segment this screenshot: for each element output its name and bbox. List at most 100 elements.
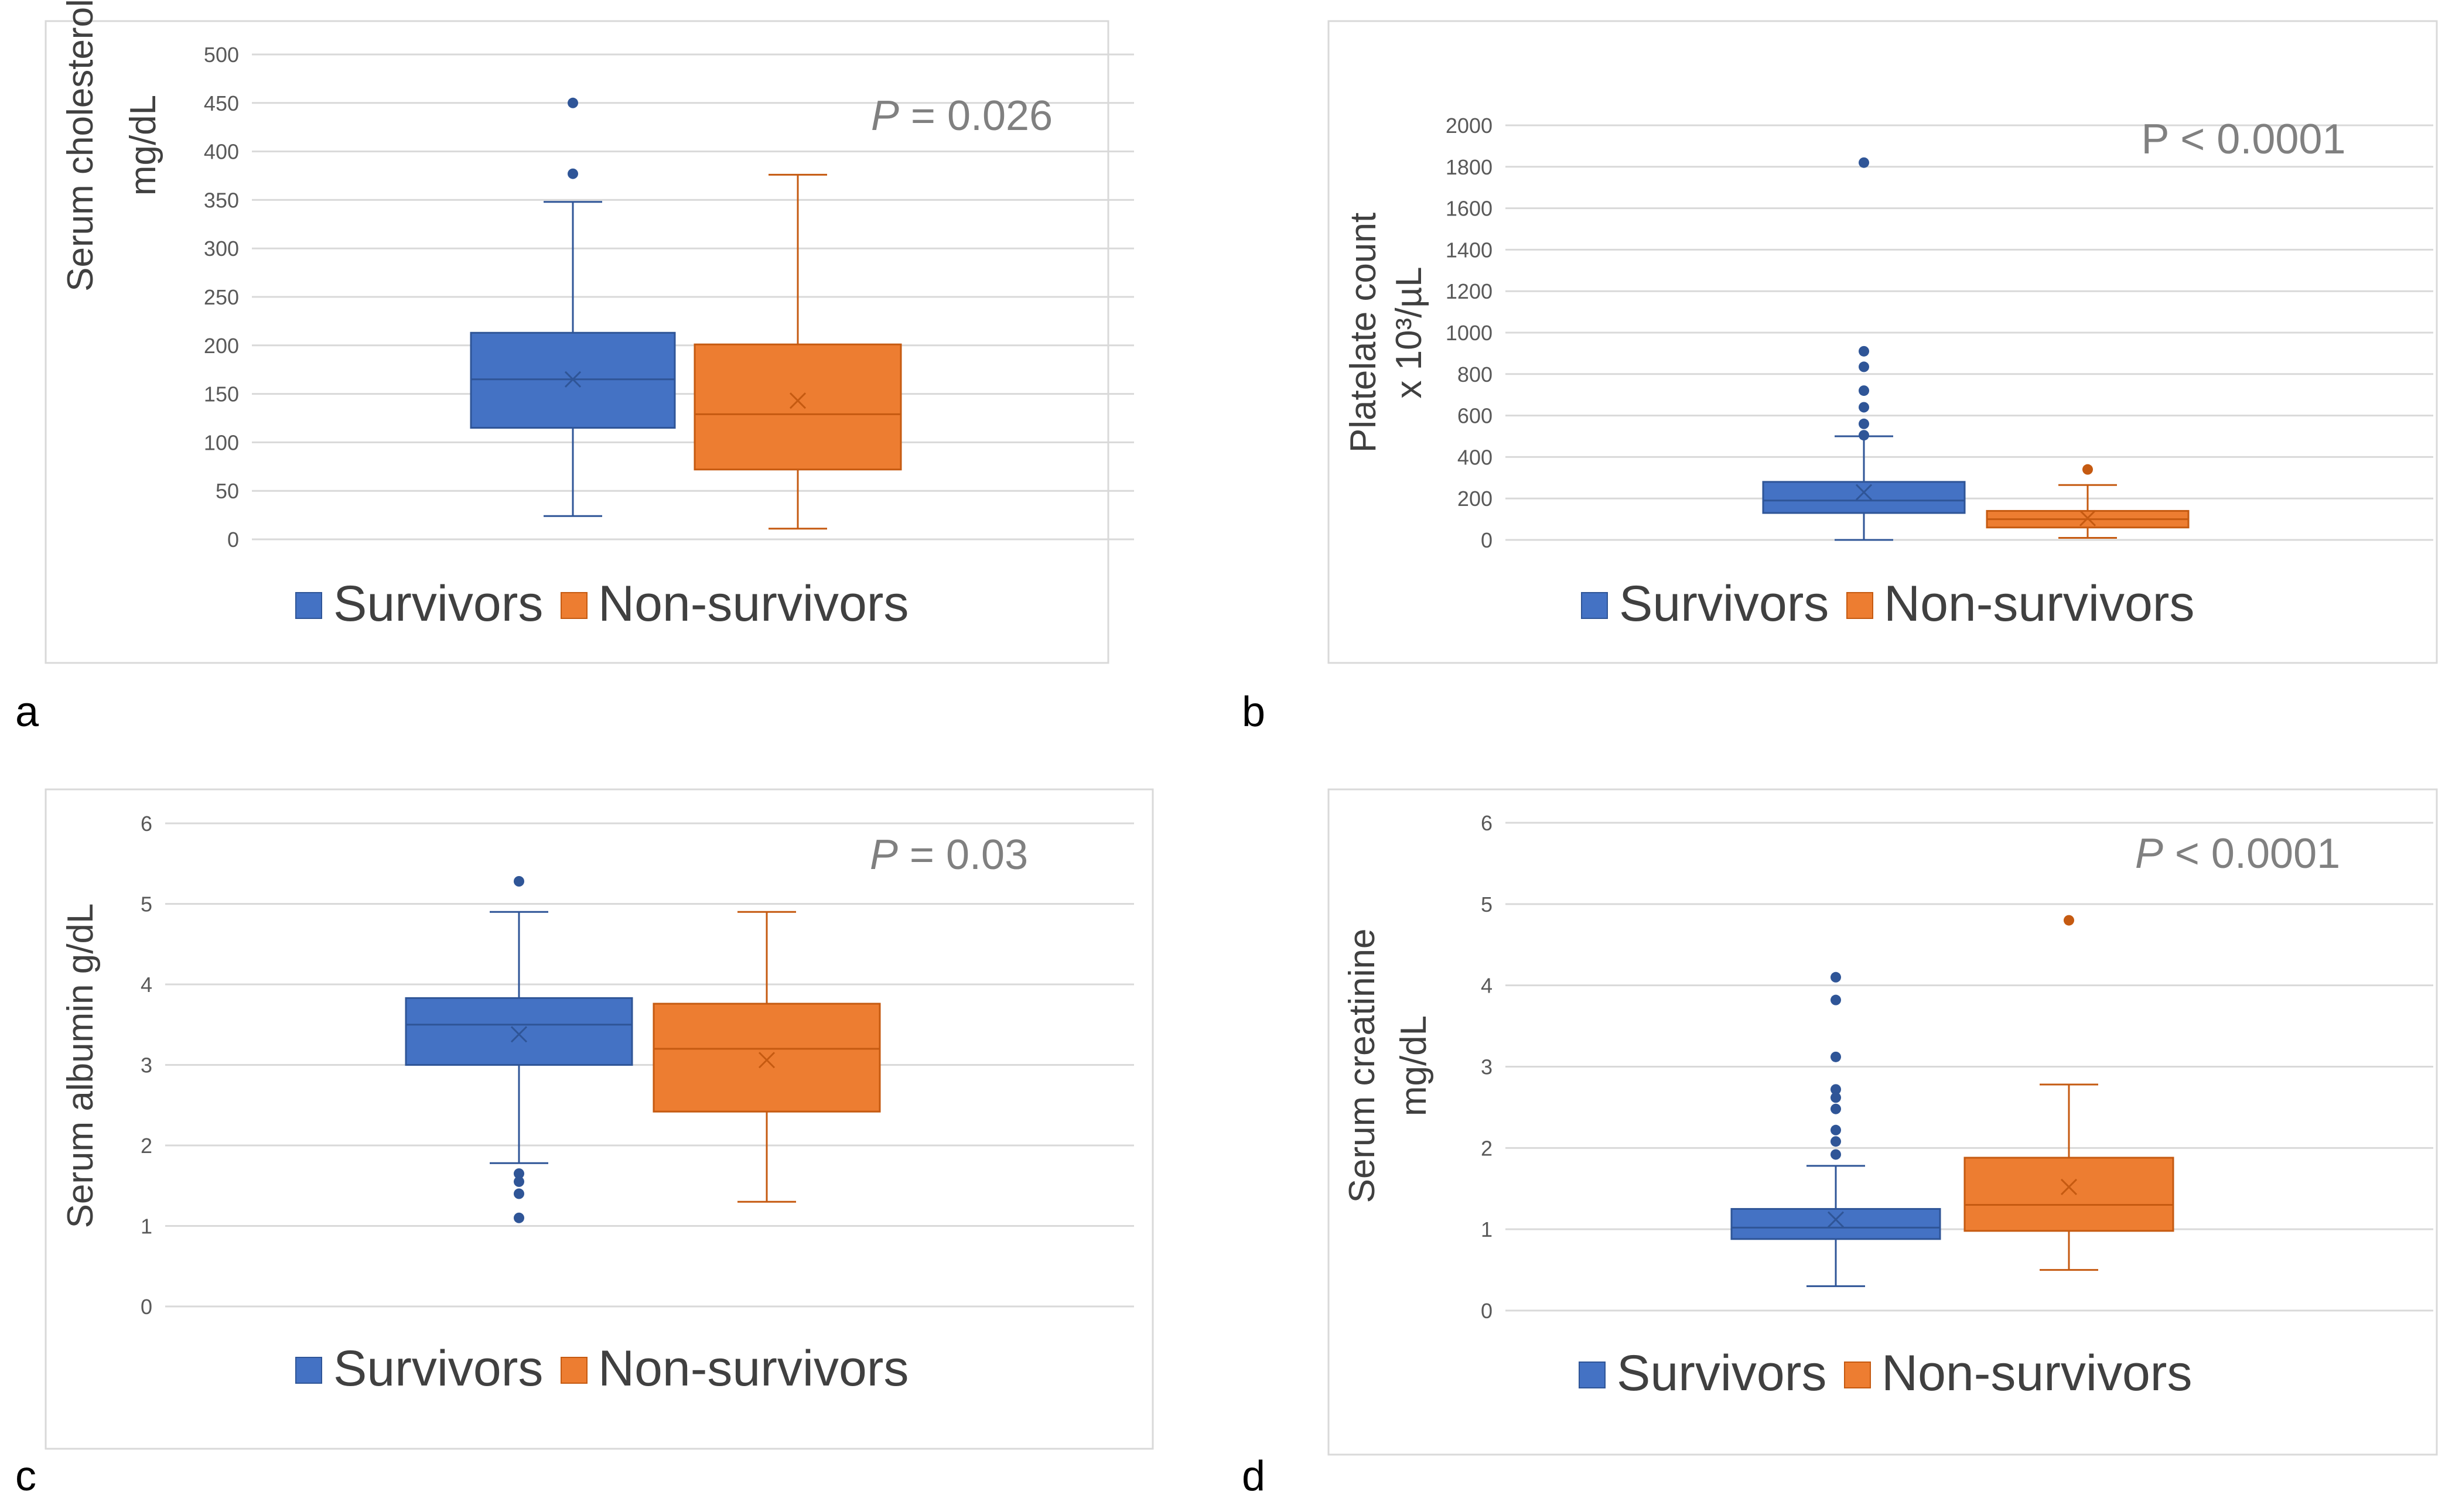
mean-marker <box>510 1026 528 1043</box>
outlier-point <box>1831 971 1841 983</box>
outlier-point <box>1831 1103 1841 1114</box>
y-axis-title: mg/dL <box>123 95 163 196</box>
y-axis-title: mg/dL <box>1394 1015 1434 1116</box>
legend-swatch-non-survivors <box>561 1357 588 1384</box>
p-value-text: = 0.03 <box>898 832 1028 878</box>
mean-marker <box>2060 1178 2078 1196</box>
outlier-point <box>1831 1136 1841 1147</box>
y-tick-label: 0 <box>1481 1299 1493 1323</box>
chart-panel-a: 0 50 100 150 200 250 300 350 400 450 500 Serum chol… <box>45 0 1134 664</box>
legend-label-survivors: Survivors <box>333 576 543 632</box>
legend-swatch-non-survivors <box>1846 592 1873 619</box>
outlier-point <box>1831 1084 1841 1095</box>
p-value-text: = 0.026 <box>899 93 1053 139</box>
outlier-point <box>1859 157 1869 168</box>
chart-panel-b: 0 200 400 600 800 1000 1200 1400 1600 1800 2000 Pla… <box>1327 20 2438 664</box>
mean-marker <box>2079 509 2096 526</box>
y-tick-label: 2000 <box>1446 114 1493 138</box>
outlier-point <box>1859 345 1869 357</box>
y-tick-label: 800 <box>1457 362 1493 386</box>
y-tick-label: 1600 <box>1446 197 1493 221</box>
outlier-point <box>568 168 578 179</box>
y-axis-title: Serum cholesterol <box>60 0 101 292</box>
outlier-point <box>1859 430 1869 441</box>
y-axis-title: x 10³/µL <box>1389 266 1429 398</box>
y-tick-label: 250 <box>204 285 239 309</box>
outlier-point <box>2082 464 2093 475</box>
box-non-survivors <box>653 911 881 1203</box>
legend-label-survivors: Survivors <box>1617 1345 1826 1401</box>
outlier-point <box>1831 1149 1841 1160</box>
legend-label-survivors: Survivors <box>333 1340 543 1397</box>
outlier-point <box>1831 994 1841 1005</box>
y-tick-label: 4 <box>1481 974 1493 998</box>
mean-marker <box>564 371 582 388</box>
y-axis-title: Serum albumin g/dL <box>60 904 101 1229</box>
y-tick-label: 50 <box>216 479 239 503</box>
p-value-text: P < 0.0001 <box>2142 116 2346 163</box>
mean-marker <box>758 1052 776 1069</box>
y-tick-label: 400 <box>1457 445 1493 469</box>
p-value-label: P < 0.0001 <box>2135 830 2340 877</box>
y-tick-label: 150 <box>204 382 239 406</box>
y-tick-label: 5 <box>1481 892 1493 916</box>
p-value-label: P = 0.026 <box>871 93 1053 139</box>
legend-swatch-non-survivors <box>561 592 588 619</box>
y-tick-label: 1800 <box>1446 155 1493 179</box>
outlier-point <box>1831 1092 1841 1103</box>
legend: Survivors Non-survivors <box>1579 1345 2192 1401</box>
y-tick-label: 600 <box>1457 404 1493 428</box>
outlier-point <box>1859 418 1869 429</box>
p-value-symbol: P <box>2135 830 2163 877</box>
legend-label-non-survivors: Non-survivors <box>1884 576 2194 632</box>
y-tick-label: 200 <box>204 334 239 358</box>
chart-panel-c: 0 1 2 3 4 5 6 Serum albumin g/dL P = 0.03 Survivo… <box>45 788 1154 1450</box>
box-non-survivors <box>694 173 902 530</box>
y-tick-label: 400 <box>204 140 239 164</box>
y-tick-label: 300 <box>204 237 239 261</box>
legend: Survivors Non-survivors <box>295 576 909 632</box>
outlier-point <box>514 1168 524 1179</box>
legend-label-non-survivors: Non-survivors <box>598 1340 909 1397</box>
box-survivors <box>1730 971 1941 1287</box>
legend-swatch-non-survivors <box>1844 1362 1871 1388</box>
y-tick-label: 2 <box>1481 1136 1493 1160</box>
box-iqr <box>405 997 633 1066</box>
legend-swatch-survivors <box>295 1357 322 1384</box>
legend-swatch-survivors <box>1581 592 1608 619</box>
y-tick-label: 1400 <box>1446 238 1493 262</box>
y-tick-label: 0 <box>1481 528 1493 552</box>
y-tick-label: 3 <box>141 1053 152 1077</box>
y-tick-label: 1 <box>1481 1217 1493 1241</box>
panel-label-d: d <box>1242 1453 1266 1500</box>
y-tick-label: 1 <box>141 1215 152 1239</box>
box-survivors <box>1762 157 1966 541</box>
y-tick-label: 350 <box>204 188 239 212</box>
outlier-point <box>1859 402 1869 413</box>
y-tick-label: 0 <box>227 528 239 552</box>
p-value-symbol: P <box>871 93 899 139</box>
p-value-label: P < 0.0001 <box>2142 116 2346 163</box>
box-non-survivors <box>1963 915 2174 1271</box>
y-tick-label: 450 <box>204 91 239 115</box>
y-tick-label: 4 <box>141 973 152 997</box>
legend-label-survivors: Survivors <box>1619 576 1829 632</box>
box-non-survivors <box>1986 464 2190 539</box>
mean-marker <box>1855 484 1873 501</box>
box-iqr <box>1762 481 1966 514</box>
chart-panel-d: 0 1 2 3 4 5 6 Serum creatinine mg/dL P < 0.0001 Su… <box>1327 788 2438 1456</box>
mean-marker <box>1827 1211 1845 1228</box>
y-tick-label: 1200 <box>1446 279 1493 303</box>
outlier-point <box>514 1188 524 1199</box>
outlier-point <box>568 97 578 108</box>
panel-label-a: a <box>15 689 39 736</box>
box-survivors <box>405 876 633 1223</box>
legend-label-non-survivors: Non-survivors <box>598 576 909 632</box>
legend-swatch-survivors <box>295 592 322 619</box>
panel-label-b: b <box>1242 689 1266 736</box>
outlier-point <box>514 876 524 887</box>
legend-label-non-survivors: Non-survivors <box>1881 1345 2192 1401</box>
y-tick-label: 200 <box>1457 487 1493 511</box>
chart-frame <box>1327 20 2438 664</box>
outlier-point <box>1859 361 1869 372</box>
